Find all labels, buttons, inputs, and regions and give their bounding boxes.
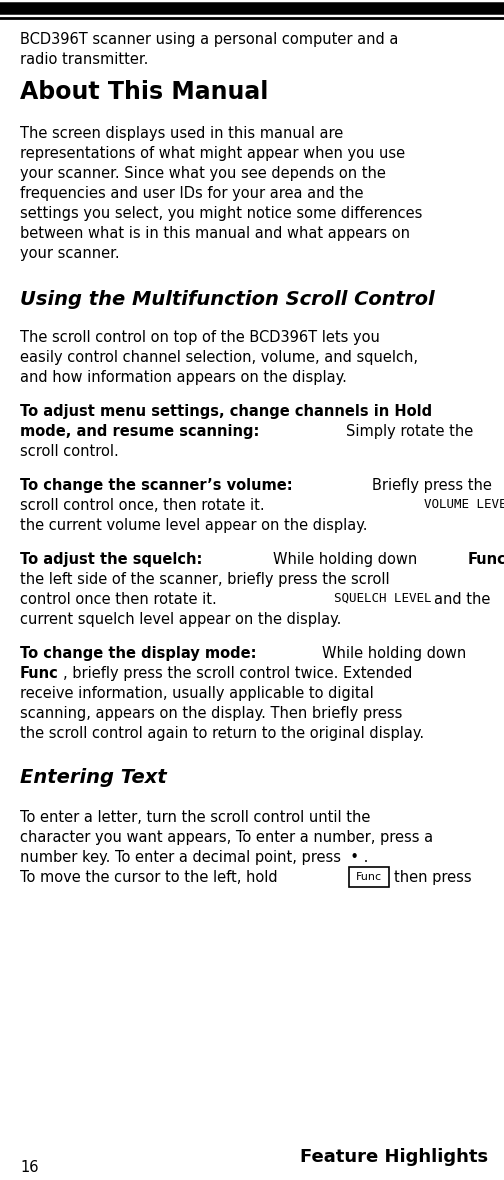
- Text: radio transmitter.: radio transmitter.: [20, 52, 148, 67]
- Text: While holding down: While holding down: [273, 552, 417, 568]
- Text: mode, and resume scanning:: mode, and resume scanning:: [20, 424, 260, 439]
- Text: settings you select, you might notice some differences: settings you select, you might notice so…: [20, 206, 422, 221]
- Text: , briefly press the scroll control twice. Extended: , briefly press the scroll control twice…: [63, 666, 412, 681]
- Text: control once then rotate it.: control once then rotate it.: [20, 592, 217, 607]
- Text: current squelch level appear on the display.: current squelch level appear on the disp…: [20, 612, 341, 627]
- Text: and how information appears on the display.: and how information appears on the displ…: [20, 371, 347, 385]
- Text: 16: 16: [20, 1160, 38, 1175]
- Text: To move the cursor to the left, hold: To move the cursor to the left, hold: [20, 870, 278, 885]
- Text: Simply rotate the: Simply rotate the: [346, 424, 473, 439]
- Text: To adjust menu settings, change channels in Hold: To adjust menu settings, change channels…: [20, 404, 432, 419]
- Text: number key. To enter a decimal point, press  • .: number key. To enter a decimal point, pr…: [20, 850, 368, 865]
- Text: SQUELCH LEVEL: SQUELCH LEVEL: [334, 592, 431, 605]
- Text: Briefly press the: Briefly press the: [372, 478, 492, 493]
- Text: then press: then press: [394, 870, 472, 885]
- Text: VOLUME LEVEL: VOLUME LEVEL: [424, 498, 504, 511]
- Text: between what is in this manual and what appears on: between what is in this manual and what …: [20, 227, 410, 241]
- Text: your scanner. Since what you see depends on the: your scanner. Since what you see depends…: [20, 166, 386, 181]
- Text: representations of what might appear when you use: representations of what might appear whe…: [20, 146, 405, 160]
- Text: To enter a letter, turn the scroll control until the: To enter a letter, turn the scroll contr…: [20, 809, 370, 825]
- Text: scroll control.: scroll control.: [20, 444, 119, 459]
- Text: Func: Func: [20, 666, 59, 681]
- Text: Using the Multifunction Scroll Control: Using the Multifunction Scroll Control: [20, 290, 434, 309]
- Text: BCD396T scanner using a personal computer and a: BCD396T scanner using a personal compute…: [20, 32, 398, 47]
- FancyBboxPatch shape: [349, 867, 389, 887]
- Text: About This Manual: About This Manual: [20, 80, 268, 104]
- Text: To change the scanner’s volume:: To change the scanner’s volume:: [20, 478, 293, 493]
- Text: Func: Func: [468, 552, 504, 568]
- Text: The screen displays used in this manual are: The screen displays used in this manual …: [20, 126, 343, 140]
- Text: and the: and the: [434, 592, 490, 607]
- Text: Feature Highlights: Feature Highlights: [300, 1148, 488, 1166]
- Text: scroll control once, then rotate it.: scroll control once, then rotate it.: [20, 498, 265, 513]
- Text: your scanner.: your scanner.: [20, 245, 119, 261]
- Text: Func: Func: [356, 872, 382, 881]
- Text: scanning, appears on the display. Then briefly press: scanning, appears on the display. Then b…: [20, 706, 402, 721]
- Text: the scroll control again to return to the original display.: the scroll control again to return to th…: [20, 726, 424, 741]
- Text: the left side of the scanner, briefly press the scroll: the left side of the scanner, briefly pr…: [20, 572, 390, 586]
- Text: While holding down: While holding down: [322, 645, 466, 661]
- Text: character you want appears, To enter a number, press a: character you want appears, To enter a n…: [20, 830, 433, 845]
- Text: Entering Text: Entering Text: [20, 768, 167, 787]
- Text: the current volume level appear on the display.: the current volume level appear on the d…: [20, 518, 367, 533]
- Text: The scroll control on top of the BCD396T lets you: The scroll control on top of the BCD396T…: [20, 330, 380, 345]
- Text: To change the display mode:: To change the display mode:: [20, 645, 257, 661]
- Text: frequencies and user IDs for your area and the: frequencies and user IDs for your area a…: [20, 186, 363, 201]
- Text: To adjust the squelch:: To adjust the squelch:: [20, 552, 203, 568]
- Text: receive information, usually applicable to digital: receive information, usually applicable …: [20, 686, 374, 701]
- Text: easily control channel selection, volume, and squelch,: easily control channel selection, volume…: [20, 350, 418, 365]
